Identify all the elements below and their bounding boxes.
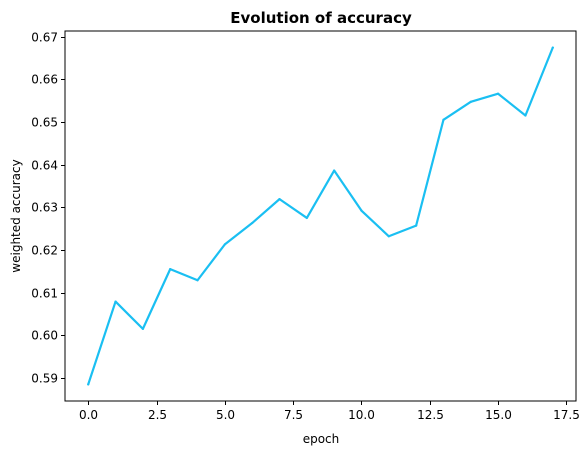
y-tick-label: 0.64 xyxy=(31,159,58,173)
y-tick-label: 0.67 xyxy=(31,31,58,45)
y-tick-label: 0.62 xyxy=(31,244,58,258)
data-point xyxy=(278,198,281,201)
data-point xyxy=(415,224,418,227)
y-tick-label: 0.63 xyxy=(31,201,58,215)
x-tick-label: 5.0 xyxy=(216,408,235,422)
chart-title: Evolution of accuracy xyxy=(230,9,412,27)
x-tick-label: 12.5 xyxy=(417,408,444,422)
data-point xyxy=(196,279,199,282)
data-point xyxy=(497,92,500,95)
data-point xyxy=(551,46,554,49)
data-point xyxy=(360,209,363,212)
y-tick-label: 0.60 xyxy=(31,329,58,343)
x-tick-label: 15.0 xyxy=(485,408,512,422)
data-point xyxy=(442,118,445,121)
y-tick-label: 0.66 xyxy=(31,73,58,87)
data-point xyxy=(333,169,336,172)
y-tick-label: 0.65 xyxy=(31,116,58,130)
x-tick-label: 0.0 xyxy=(79,408,98,422)
y-tick-label: 0.61 xyxy=(31,287,58,301)
x-tick-label: 7.5 xyxy=(284,408,303,422)
x-tick-label: 2.5 xyxy=(148,408,167,422)
y-axis-label: weighted accuracy xyxy=(9,159,23,272)
x-tick-label: 17.5 xyxy=(553,408,580,422)
x-tick-label: 10.0 xyxy=(348,408,375,422)
data-point xyxy=(141,327,144,330)
plot-area-frame xyxy=(64,30,577,402)
ticks-layer: 0.0 2.5 5.0 7.5 10.0 12.5 15.0 17.5 0.59 0.60 0.61… xyxy=(31,31,580,423)
accuracy-series-line xyxy=(87,46,554,386)
data-point xyxy=(87,383,90,386)
x-axis-label: epoch xyxy=(303,432,340,446)
data-point xyxy=(251,221,254,225)
data-point xyxy=(387,235,390,238)
y-tick-label: 0.59 xyxy=(31,372,58,386)
data-point xyxy=(114,300,117,303)
data-point xyxy=(469,100,472,103)
data-point xyxy=(305,216,308,220)
data-point xyxy=(223,243,226,246)
data-point xyxy=(169,268,172,271)
data-point xyxy=(524,114,527,117)
series-layer xyxy=(87,46,554,386)
